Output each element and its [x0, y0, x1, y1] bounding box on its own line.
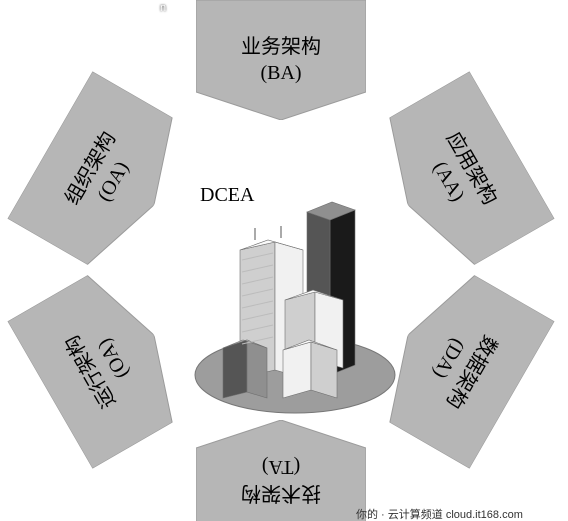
arrow-oa: 组织架构(OA) — [8, 71, 197, 278]
arrow-label-line2: (BA) — [241, 60, 321, 86]
center-label: DCEA — [200, 184, 254, 207]
credit-text: 你的 · 云计算频道 cloud.it168.com — [356, 506, 523, 521]
arrow-label-ba: 业务架构(BA) — [241, 34, 321, 86]
arrow-label-line1: 技术架构 — [241, 480, 321, 506]
arrow-ba: 业务架构(BA) — [196, 0, 366, 120]
corner-glyph: n — [160, 2, 166, 14]
center-illustration — [185, 180, 405, 420]
arrow-label-ta: 技术架构(TA) — [241, 454, 321, 506]
arrow-o2: 运行架构(OA) — [8, 261, 197, 468]
diagram-stage: n — [0, 0, 568, 521]
arrow-label-line1: 业务架构 — [241, 34, 321, 60]
arrow-label-line2: (TA) — [241, 454, 321, 480]
arrow-ta: 技术架构(TA) — [196, 420, 366, 521]
